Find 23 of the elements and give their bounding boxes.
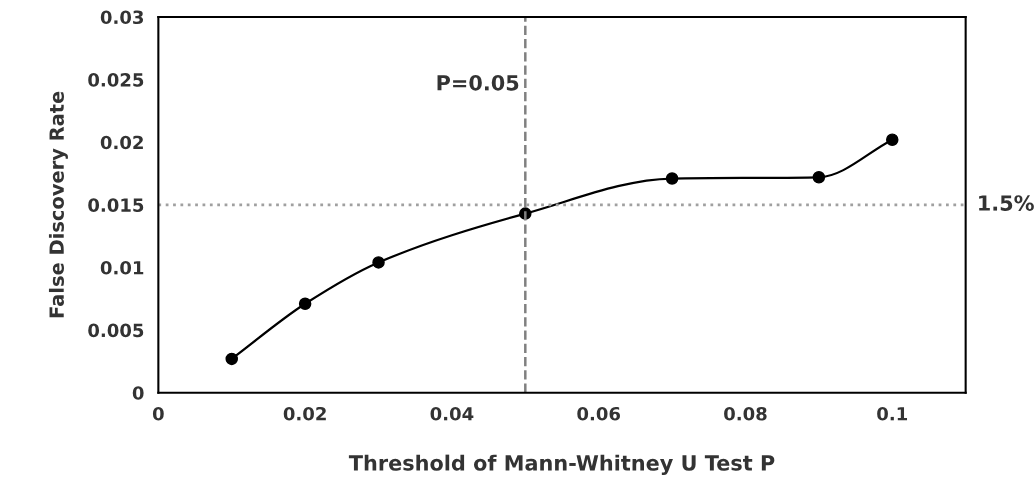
- x-tick-label: 0.08: [724, 406, 767, 421]
- y-tick-label: 0.015: [88, 198, 144, 212]
- y-tick-label: 0: [132, 386, 144, 400]
- x-tick-label: 0.04: [430, 406, 474, 421]
- x-tick-label: 0.02: [283, 406, 326, 421]
- ref-line-label: P=0.05: [437, 74, 519, 91]
- x-tick-label: 0.06: [577, 406, 620, 421]
- point: [372, 256, 385, 269]
- y-tick-label: 0.005: [88, 323, 144, 338]
- y-tick-label: 0.01: [100, 260, 144, 275]
- point: [886, 133, 899, 146]
- y-tick-label: 0.02: [100, 135, 143, 150]
- point: [298, 297, 312, 311]
- point: [812, 171, 826, 184]
- point: [225, 352, 238, 366]
- x-axis-title: Threshold of Mann-Whitney U Test P: [348, 454, 775, 475]
- x-tick-label: 0.1: [877, 406, 908, 421]
- x-tick-label: 0: [152, 406, 164, 421]
- ref-line-label: 1.5%: [979, 195, 1034, 211]
- y-tick-label: 0.03: [100, 10, 144, 25]
- point: [665, 172, 679, 185]
- y-tick-label: 0.025: [88, 73, 144, 87]
- y-axis-title: False Discovery Rate: [48, 91, 68, 318]
